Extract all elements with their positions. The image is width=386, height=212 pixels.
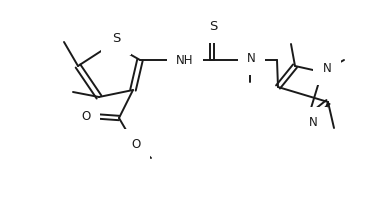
Text: N: N [247,53,256,66]
Text: S: S [209,20,217,32]
Text: O: O [131,138,141,152]
Text: O: O [81,110,91,123]
Text: S: S [112,32,120,45]
Text: NH: NH [176,53,193,67]
Text: N: N [323,63,331,75]
Text: N: N [309,117,317,130]
